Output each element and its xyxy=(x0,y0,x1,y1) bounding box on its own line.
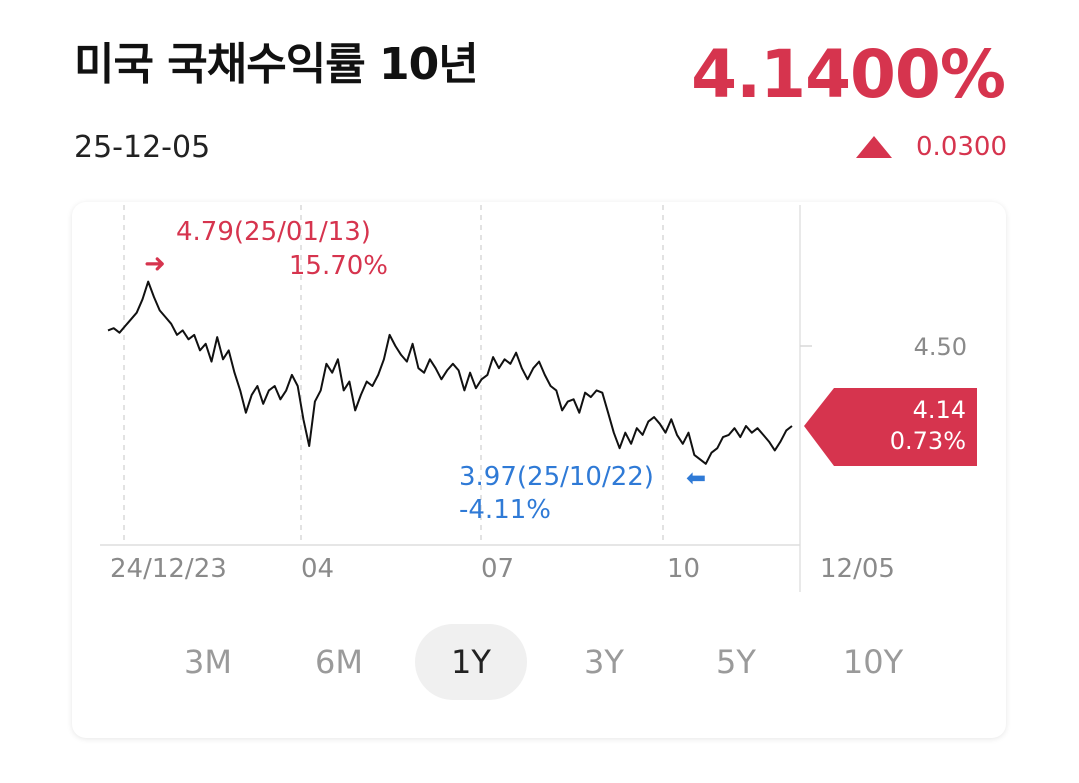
period-6m-button[interactable]: 6M xyxy=(315,643,363,681)
current-price: 4.1400% xyxy=(691,36,1006,113)
x-tick-label: 04 xyxy=(301,554,334,584)
period-1y-button[interactable]: 1Y xyxy=(415,624,527,700)
period-10y-button[interactable]: 10Y xyxy=(842,643,904,681)
period-5y-button[interactable]: 5Y xyxy=(716,643,756,681)
period-3m-button[interactable]: 3M xyxy=(184,643,232,681)
price-change-value: 0.0300 xyxy=(916,132,1007,162)
high-arrow-icon: ➜ xyxy=(144,249,166,279)
current-pct: 0.73% xyxy=(890,427,966,455)
low-pct: -4.11% xyxy=(459,495,551,525)
x-tick-label: 07 xyxy=(481,554,514,584)
yield-chart: 24/12/23 04 07 10 12/05 4.50 ➜ 4.79(25/0… xyxy=(100,205,977,592)
low-date: (25/10/22) xyxy=(517,462,654,492)
quote-date: 25-12-05 xyxy=(74,130,211,165)
price-change: 0.0300 xyxy=(856,132,1007,162)
current-value-tag xyxy=(804,388,977,466)
series-line xyxy=(107,280,793,465)
high-date: (25/01/13) xyxy=(234,217,371,247)
low-arrow-icon: ⬅ xyxy=(686,464,706,492)
high-pct: 15.70% xyxy=(289,251,388,281)
x-tick-label: 24/12/23 xyxy=(110,554,227,584)
high-value: 4.79 xyxy=(176,217,234,247)
chart-card xyxy=(72,202,1006,738)
x-tick-label: 12/05 xyxy=(820,554,895,584)
period-selector: 3M 6M 1Y 3Y 5Y 10Y xyxy=(0,624,1079,702)
current-value: 4.14 xyxy=(913,396,966,424)
up-triangle-icon xyxy=(856,136,893,158)
x-tick-label: 10 xyxy=(667,554,700,584)
y-tick-label: 4.50 xyxy=(914,333,967,361)
page-title: 미국 국채수익률 10년 xyxy=(74,39,479,90)
low-annotation: 3.97(25/10/22) xyxy=(459,462,654,492)
low-value: 3.97 xyxy=(459,462,517,492)
period-3y-button[interactable]: 3Y xyxy=(584,643,624,681)
high-annotation: 4.79(25/01/13) xyxy=(176,217,371,247)
